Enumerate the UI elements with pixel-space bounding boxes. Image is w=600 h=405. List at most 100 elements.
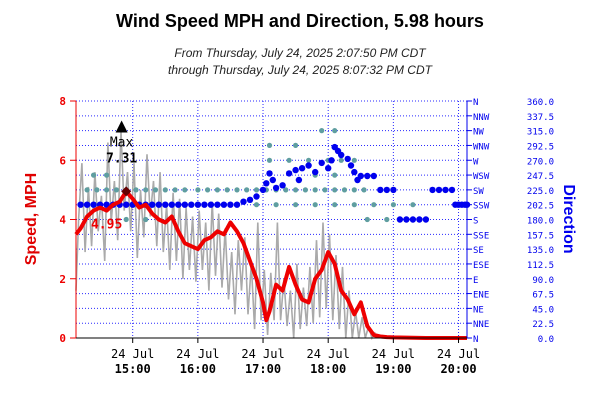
direction-point [396,216,404,223]
direction-point [162,201,169,208]
direction-gust-point [123,216,129,223]
direction-gust-point [338,157,344,163]
direction-tick-label: ENE [473,291,489,301]
direction-point [240,198,247,205]
direction-tick-value: 292.5 [527,142,554,152]
direction-tick-label: NNW [473,113,490,123]
direction-point [194,201,202,208]
direction-gust-point [341,187,348,193]
direction-point [220,201,228,208]
direction-gust-point [143,216,149,223]
direction-gust-point [172,187,178,193]
x-tick-time-label: 17:00 [245,362,281,376]
direction-tick-value: 180.0 [527,217,554,227]
direction-point [292,166,299,174]
direction-tick-label: SW [473,187,484,197]
direction-gust-point [286,157,292,163]
left-tick-label: 2 [59,273,66,286]
direction-gust-point [306,157,312,163]
direction-gust-point [351,202,357,208]
direction-gust-point [253,202,260,208]
direction-gust-point [410,202,416,208]
direction-point [409,216,417,223]
direction-point [266,170,273,177]
direction-point [328,157,335,164]
direction-point [298,165,306,172]
direction-point [188,201,195,208]
direction-gust-point [205,187,211,193]
direction-point [214,201,221,208]
direction-point [305,162,312,169]
direction-point [403,216,410,223]
direction-tick-value: 315.0 [527,128,554,138]
direction-gust-point [94,187,100,193]
max-marker-icon [115,120,128,133]
direction-gust-point [162,187,168,193]
direction-gust-point [293,202,299,208]
direction-point [347,162,355,169]
x-tick-time-label: 19:00 [375,362,411,376]
direction-point [175,201,182,208]
x-tick-date-label: 24 Jul [437,347,480,361]
direction-point [272,184,280,192]
direction-tick-label: NW [473,128,484,138]
direction-tick-label: SSE [473,231,489,241]
direction-point [155,201,162,208]
x-tick-time-label: 16:00 [180,362,216,376]
current-speed-value: 4.95 [91,217,122,232]
direction-gust-point [133,187,139,193]
left-tick-label: 8 [59,95,66,108]
direction-gust-point [361,187,367,193]
left-tick-label: 0 [59,332,66,345]
direction-gust-point [224,187,230,193]
direction-point [263,180,270,187]
direction-point [279,182,286,189]
direction-point [318,159,325,167]
direction-gust-point [143,187,149,193]
direction-tick-value: 225.0 [527,187,554,197]
direction-gust-point [384,216,390,223]
direction-gust-point [84,187,90,193]
direction-tick-label: SSW [473,202,490,212]
direction-gust-point [91,172,97,178]
direction-point [269,176,276,184]
direction-gust-point [266,157,273,163]
direction-tick-label: NE [473,305,484,315]
direction-tick-label: WSW [473,172,490,182]
direction-gust-point [273,202,279,208]
direction-point [123,201,130,208]
direction-point [377,186,384,194]
direction-tick-value: 202.5 [527,202,554,212]
direction-tick-value: 135.0 [527,246,554,256]
direction-point [435,186,443,194]
direction-tick-label: W [473,157,479,167]
direction-point [344,155,351,163]
direction-point [312,168,319,176]
direction-gust-point [351,157,357,163]
average-speed-line [74,189,467,340]
direction-gust-point [266,142,273,148]
direction-gust-point [312,202,318,208]
direction-tick-value: 67.5 [532,291,554,301]
direction-gust-point [113,187,119,193]
y-axis-label-left: Speed, MPH [23,173,40,265]
direction-point [207,201,215,208]
y-axis-label-right: Direction [560,184,577,253]
direction-point [422,216,430,223]
direction-tick-value: 90.0 [532,276,554,286]
x-tick-date-label: 24 Jul [307,347,350,361]
direction-gust-point [351,187,357,193]
direction-tick-label: NNE [473,320,489,330]
x-tick-date-label: 24 Jul [372,347,415,361]
direction-gust-point [364,216,370,223]
direction-gust-point [322,187,328,193]
direction-tick-value: 45.0 [532,305,554,315]
left-tick-label: 6 [59,154,66,167]
direction-point [149,201,156,208]
direction-gust-point [302,187,308,193]
direction-gust-point [293,142,299,148]
direction-tick-value: 112.5 [527,261,554,271]
direction-point [351,168,358,176]
direction-point [442,186,449,194]
